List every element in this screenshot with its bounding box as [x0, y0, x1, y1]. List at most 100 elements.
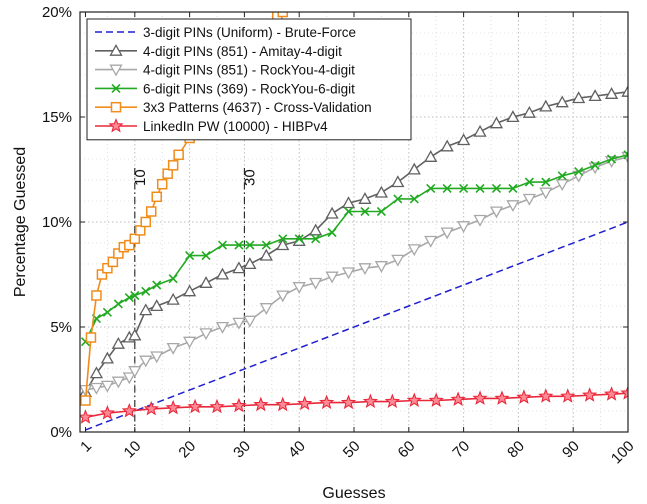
data-point — [113, 248, 124, 259]
data-point — [124, 293, 134, 303]
data-point-stroke — [185, 251, 195, 261]
data-point — [231, 397, 247, 413]
data-point-stroke — [168, 274, 178, 284]
data-point — [428, 392, 444, 407]
data-point — [341, 196, 356, 209]
data-point — [150, 351, 164, 364]
data-point — [80, 395, 91, 406]
grid — [79, 11, 629, 433]
data-point — [276, 238, 290, 251]
legend-label: 4-digit PINs (851) - RockYou-4-digit — [143, 63, 355, 78]
data-point — [165, 399, 181, 415]
data-point — [121, 402, 137, 418]
data-point — [407, 244, 421, 257]
data-point — [243, 315, 257, 328]
data-point — [232, 261, 246, 274]
data-point-stroke — [201, 251, 211, 261]
data-point — [426, 183, 436, 193]
data-point — [555, 95, 569, 108]
data-point-stroke — [508, 183, 518, 193]
data-point-stroke — [152, 280, 162, 290]
legend-item: 3x3 Patterns (4637) - Cross-Validation — [95, 100, 372, 115]
data-point-stroke — [111, 83, 121, 93]
data-point — [393, 194, 403, 204]
data-point — [143, 400, 159, 416]
data-point-stroke — [124, 293, 134, 303]
data-point — [318, 394, 335, 410]
data-point-stroke — [524, 177, 534, 187]
data-point — [456, 133, 471, 146]
data-point — [516, 389, 532, 404]
data-point — [407, 162, 421, 175]
y-tick-label: 15% — [42, 109, 72, 126]
data-point — [217, 240, 228, 250]
data-point-stroke — [376, 206, 386, 217]
data-point — [91, 290, 102, 301]
data-point — [623, 150, 628, 160]
data-point — [96, 269, 108, 280]
data-point — [494, 390, 510, 405]
data-point — [621, 84, 628, 97]
legend-label: 4-digit PINs (851) - Amitay-4-digit — [143, 44, 342, 59]
data-point — [128, 366, 142, 378]
data-point-stroke — [234, 240, 244, 250]
data-point — [557, 171, 567, 181]
data-point — [539, 99, 553, 112]
data-point-stroke — [141, 286, 151, 296]
data-point — [259, 248, 273, 261]
data-point-stroke — [102, 307, 112, 317]
data-point-stroke — [393, 194, 403, 204]
y-axis-label: Percentage Guessed — [12, 147, 29, 297]
series-line — [85, 221, 628, 431]
data-point — [340, 394, 357, 410]
data-point — [182, 336, 197, 349]
data-point — [168, 274, 178, 284]
data-point — [391, 254, 405, 267]
data-point — [167, 160, 179, 171]
data-point-stroke — [491, 183, 502, 193]
data-point — [89, 382, 104, 395]
data-point — [156, 178, 168, 190]
data-point — [294, 234, 304, 244]
data-point — [360, 206, 370, 217]
data-point-stroke — [113, 299, 123, 309]
data-point — [275, 396, 291, 412]
data-point — [524, 177, 534, 187]
data-point — [473, 214, 487, 227]
legend-item: 4-digit PINs (851) - RockYou-4-digit — [95, 63, 355, 78]
data-point — [111, 83, 121, 93]
data-point — [113, 299, 123, 309]
data-point — [555, 179, 569, 192]
x-tick-label: 70 — [449, 438, 473, 462]
data-point — [522, 105, 536, 118]
data-point — [152, 280, 162, 290]
data-point-stroke — [623, 150, 628, 156]
data-point — [108, 117, 124, 133]
data-point — [124, 239, 135, 251]
data-point — [122, 372, 136, 385]
data-point — [384, 393, 400, 409]
data-point — [606, 154, 617, 164]
data-point — [440, 227, 454, 240]
data-point — [261, 240, 271, 250]
y-tick-label: 0% — [50, 424, 72, 441]
x-tick-label: 40 — [285, 438, 309, 462]
data-point-stroke — [606, 154, 617, 164]
data-point — [130, 290, 140, 301]
data-point — [603, 386, 620, 401]
y-tick-label: 10% — [42, 214, 72, 231]
data-point — [620, 385, 628, 400]
data-point — [259, 303, 273, 315]
data-point — [590, 160, 600, 170]
data-point — [572, 91, 586, 104]
data-point — [343, 206, 354, 217]
data-point — [100, 351, 115, 364]
data-point — [541, 177, 551, 187]
data-point — [358, 192, 372, 204]
data-point — [278, 234, 288, 244]
data-point — [129, 233, 141, 245]
data-point — [442, 183, 452, 193]
legend-label: LinkedIn PW (10000) - HIBPv4 — [143, 119, 328, 134]
data-point — [440, 139, 454, 152]
